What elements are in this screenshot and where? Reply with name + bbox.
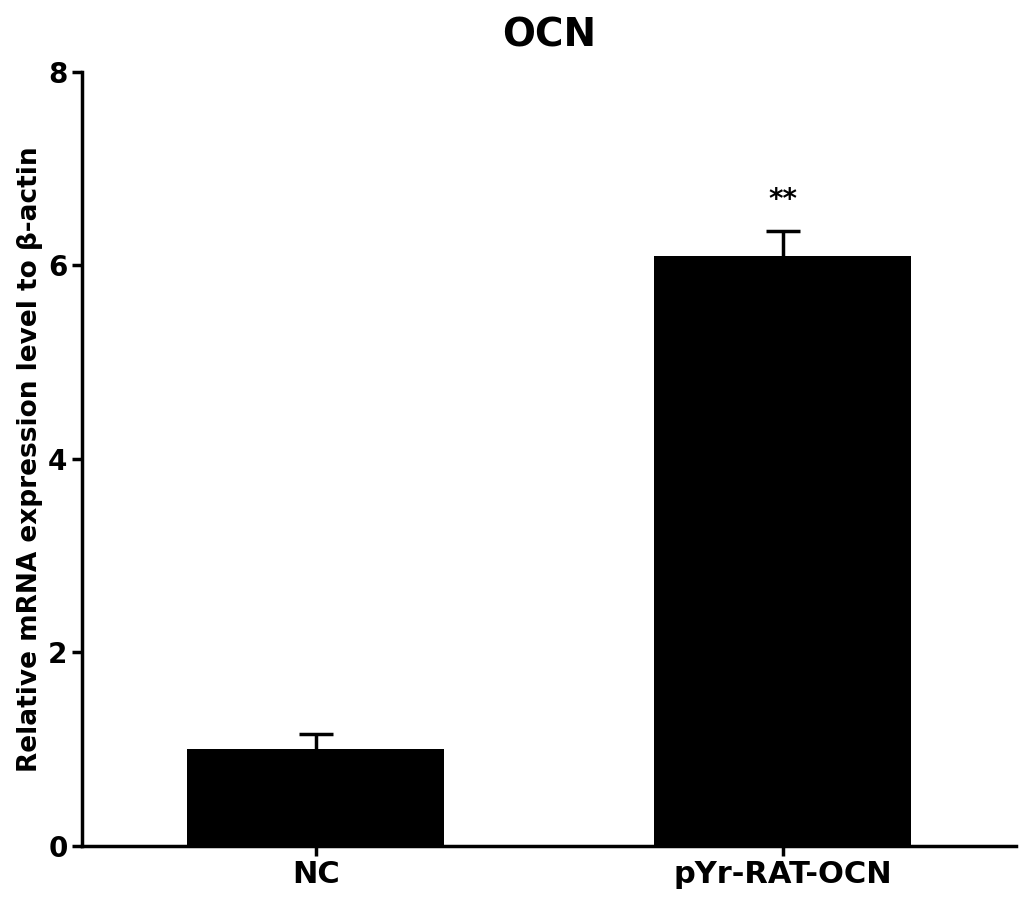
Bar <box>654 255 911 845</box>
Text: **: ** <box>769 186 797 214</box>
Title: OCN: OCN <box>502 16 596 54</box>
Y-axis label: Relative mRNA expression level to β-actin: Relative mRNA expression level to β-acti… <box>17 146 42 772</box>
Bar <box>187 749 444 845</box>
